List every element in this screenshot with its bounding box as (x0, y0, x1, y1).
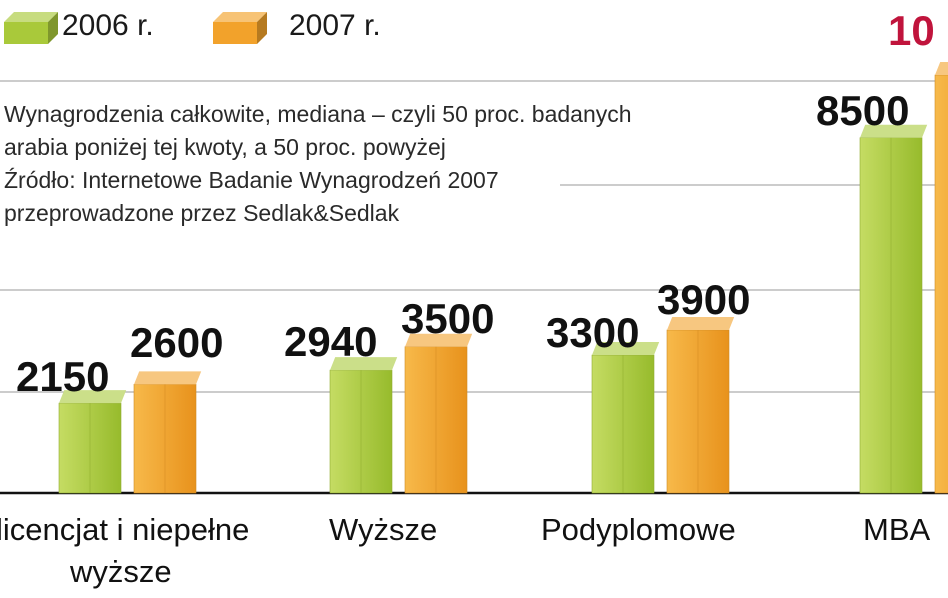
bar-top (59, 390, 127, 404)
legend-swatch-side (48, 12, 58, 44)
legend-label: 2006 r. (62, 9, 154, 42)
bar-2006 (859, 124, 928, 494)
value-label: 2600 (130, 319, 223, 366)
legend-swatch-top (4, 12, 58, 22)
value-label: 10 (888, 7, 935, 54)
legend-label: 2007 r. (289, 9, 381, 42)
bar-2007 (133, 371, 202, 494)
legend-swatch (213, 22, 257, 44)
legend-swatch-side (257, 12, 267, 44)
category-label: MBA (863, 512, 931, 547)
note-backdrop (0, 92, 560, 232)
legend-item: 2006 r. (4, 9, 154, 44)
bar-2006 (329, 357, 398, 494)
bar-2007 (404, 333, 473, 494)
bar-top (667, 316, 735, 330)
category-labels: licencjat i niepełne wyższe Wyższe Podyplom… (0, 512, 931, 589)
bar-2007 (934, 62, 948, 494)
category-label: licencjat i niepełne (0, 512, 249, 547)
note-line: Źródło: Internetowe Badanie Wynagrodzeń … (4, 167, 499, 193)
category-label: wyższe (69, 554, 172, 589)
legend-swatch-top (213, 12, 267, 22)
bar-2006 (58, 390, 127, 494)
category-label: Podyplomowe (541, 512, 736, 547)
legend-item: 2007 r. (213, 9, 381, 44)
bar-top (860, 124, 928, 138)
value-label: 3300 (546, 309, 639, 356)
bar-top (935, 62, 948, 75)
bar-top (134, 371, 202, 385)
bar-top (405, 333, 473, 347)
legend: 2006 r. 2007 r. (4, 9, 381, 44)
note-line: arabia poniżej tej kwoty, a 50 proc. pow… (4, 134, 446, 160)
category-label: Wyższe (329, 512, 437, 547)
bar-top (330, 357, 398, 371)
value-label: 2150 (16, 353, 109, 400)
note-line: przeprowadzone przez Sedlak&Sedlak (4, 200, 400, 226)
bars (58, 62, 948, 494)
bar-2007 (666, 316, 735, 494)
bar-2006 (591, 342, 660, 494)
value-label: 2940 (284, 318, 377, 365)
legend-swatch (4, 22, 48, 44)
note-line: Wynagrodzenia całkowite, mediana – czyli… (4, 101, 632, 127)
value-label: 8500 (816, 87, 909, 134)
value-label: 3900 (657, 276, 750, 323)
value-labels: 2150 2940 3300 8500 2600 3500 3900 10 (16, 7, 935, 400)
bar-front (934, 74, 948, 494)
bar-top (592, 342, 660, 356)
chart-note: Wynagrodzenia całkowite, mediana – czyli… (0, 92, 632, 232)
value-label: 3500 (401, 295, 494, 342)
